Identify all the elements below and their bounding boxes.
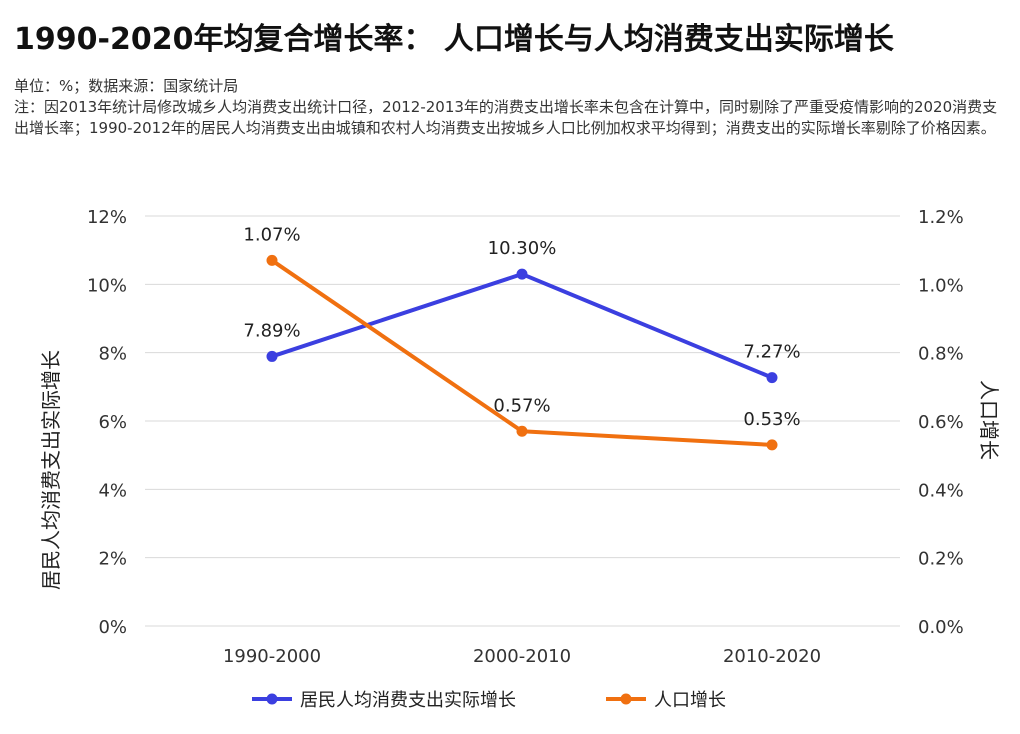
- x-axis-ticks: 1990-2000 2000-2010 2010-2020: [223, 646, 821, 667]
- data-point: [516, 268, 528, 280]
- legend: 居民人均消费支出实际增长 人口增长: [252, 690, 726, 711]
- legend-label: 人口增长: [654, 690, 726, 711]
- x-tick-label: 2000-2010: [473, 646, 571, 667]
- grid-lines: [145, 215, 900, 627]
- left-tick-label: 8%: [98, 344, 127, 365]
- data-label: 10.30%: [488, 238, 557, 259]
- legend-swatch-dot: [266, 693, 278, 705]
- data-label: 0.57%: [493, 395, 550, 416]
- legend-swatch-dot: [620, 693, 632, 705]
- data-point: [266, 350, 278, 362]
- chart-note: 注：因2013年统计局修改城乡人均消费支出统计口径，2012-2013年的消费支…: [14, 98, 998, 137]
- series-layer: 7.89% 10.30% 7.27% 1.07% 0.57% 0.53%: [243, 224, 801, 451]
- right-tick-label: 0.6%: [918, 412, 964, 433]
- data-label: 1.07%: [243, 224, 300, 245]
- right-axis-title: 人口增长: [977, 380, 1001, 460]
- right-tick-label: 0.0%: [918, 617, 964, 638]
- data-point: [766, 439, 778, 451]
- x-tick-label: 1990-2000: [223, 646, 321, 667]
- right-tick-label: 0.4%: [918, 480, 964, 501]
- unit-source-line: 单位：%；数据来源：国家统计局: [14, 77, 239, 95]
- legend-label: 居民人均消费支出实际增长: [300, 690, 516, 711]
- data-point: [766, 372, 778, 384]
- left-tick-label: 4%: [98, 480, 127, 501]
- data-point: [266, 254, 278, 266]
- left-tick-label: 12%: [87, 207, 127, 228]
- series-line-1: [271, 272, 773, 380]
- x-tick-label: 2010-2020: [723, 646, 821, 667]
- right-tick-label: 0.8%: [918, 344, 964, 365]
- right-tick-label: 0.2%: [918, 549, 964, 570]
- left-tick-label: 0%: [98, 617, 127, 638]
- data-label: 0.53%: [743, 409, 800, 430]
- right-tick-label: 1.0%: [918, 275, 964, 296]
- right-axis-ticks: 0.0% 0.2% 0.4% 0.6% 0.8% 1.0% 1.2%: [918, 207, 964, 638]
- left-tick-label: 10%: [87, 275, 127, 296]
- right-tick-label: 1.2%: [918, 207, 964, 228]
- left-axis-title: 居民人均消费支出实际增长: [39, 350, 63, 590]
- chart-title: 1990-2020年均复合增长率： 人口增长与人均消费支出实际增长: [14, 22, 894, 57]
- left-tick-label: 6%: [98, 412, 127, 433]
- left-axis-ticks: 0% 2% 4% 6% 8% 10% 12%: [87, 207, 127, 638]
- data-label: 7.89%: [243, 320, 300, 341]
- data-label: 7.27%: [743, 342, 800, 363]
- data-point: [516, 425, 528, 437]
- left-tick-label: 2%: [98, 549, 127, 570]
